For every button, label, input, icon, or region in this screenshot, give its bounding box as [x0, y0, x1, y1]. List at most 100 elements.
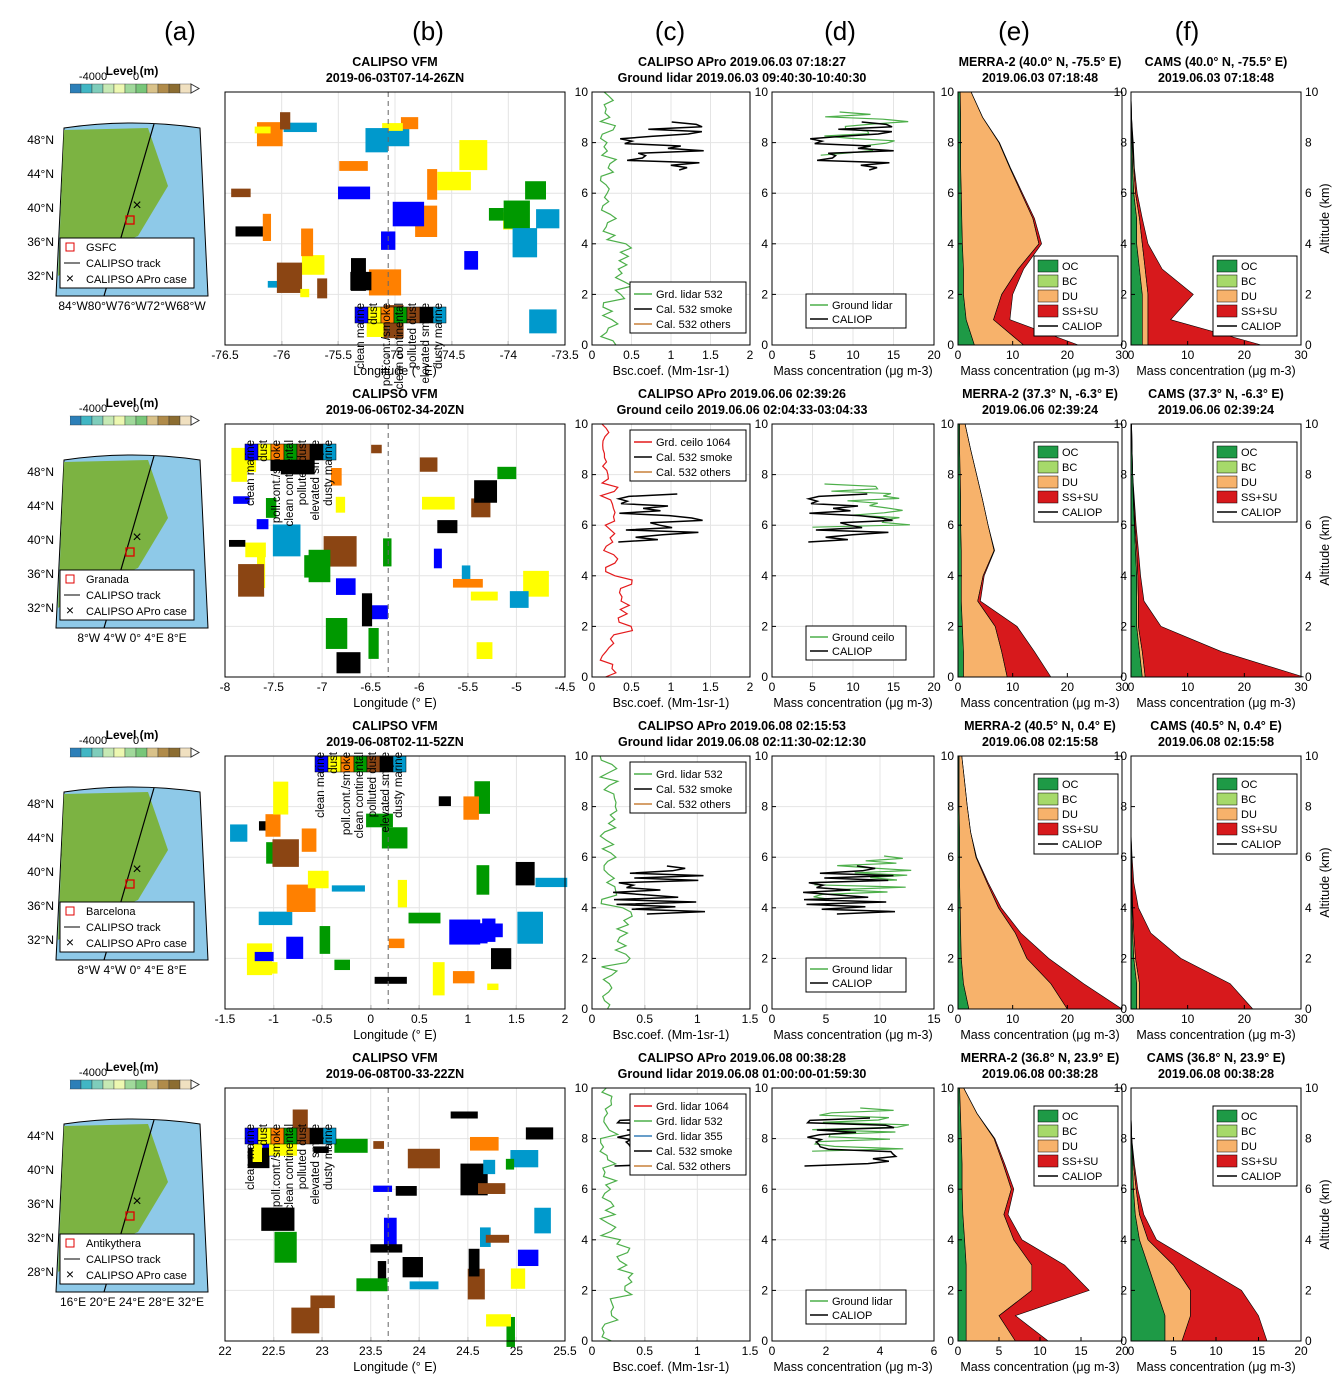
ground-profile-line — [599, 423, 634, 678]
map-lat-label: 44°N — [27, 499, 54, 513]
legend-swatch — [1037, 304, 1059, 318]
y-tick-label: 2 — [581, 287, 588, 301]
map-lat-label: 48°N — [27, 797, 54, 811]
right-y-tick-label: 8 — [1305, 136, 1312, 150]
mass-legend-box — [805, 957, 907, 993]
vfm-aerosol-block — [474, 480, 498, 503]
vfm-class-label: polluted dust — [297, 439, 309, 505]
vfm-aerosol-block — [525, 1127, 554, 1140]
vfm-aerosol-block — [529, 309, 557, 334]
colorbar-cell — [80, 83, 93, 94]
vfm-aerosol-block — [433, 548, 442, 569]
x-tick-label: 0 — [955, 348, 962, 362]
x-tick-label: 20 — [1238, 1012, 1252, 1026]
model-subtitle: 2019.06.03 07:18:48 — [1158, 71, 1274, 85]
map-lat-label: 32°N — [27, 1231, 54, 1245]
right-y-tick-label: 0 — [1305, 338, 1312, 352]
mass-legend-label: CALIOP — [832, 978, 872, 990]
map-legend-box — [59, 569, 195, 621]
model-title: MERRA-2 (40.5° N, 0.4° E) — [964, 719, 1116, 733]
model-axes — [1130, 91, 1302, 346]
map-legend-label: CALIPSO APro case — [86, 606, 187, 618]
elevation-colorbar — [62, 1079, 201, 1090]
y-tick-label: 6 — [1120, 850, 1127, 864]
y-tick-label: 4 — [947, 1233, 954, 1247]
map-lat-label: 40°N — [27, 201, 54, 215]
map-title: Level (m) — [106, 396, 159, 410]
species-area-sssu — [963, 1087, 1090, 1342]
legend-square-icon — [65, 574, 75, 584]
x-tick-label: 0.5 — [636, 1012, 653, 1026]
x-tick-label: -6 — [414, 680, 425, 694]
legend-swatch — [1037, 490, 1059, 504]
vfm-aerosol-block — [235, 226, 266, 237]
vfm-aerosol-block — [374, 976, 407, 984]
y-tick-label: 6 — [947, 186, 954, 200]
colorbar-cell — [91, 83, 104, 94]
vfm-aerosol-block — [461, 565, 471, 581]
colorbar-tick: 0 — [133, 403, 139, 415]
vfm-aerosol-block — [382, 123, 403, 131]
vfm-xlabel: Longitude (° E) — [353, 364, 437, 378]
vfm-class-label: clean marine — [245, 1124, 257, 1190]
x-tick-label: 0 — [955, 680, 962, 694]
species-legend-label: OC — [1062, 779, 1079, 791]
bsc-xlabel: Bsc.coef. (Mm-1sr-1) — [613, 696, 730, 710]
species-legend-label: CALIOP — [1241, 839, 1281, 851]
vfm-title: CALIPSO VFM — [352, 1051, 437, 1065]
right-y-tick-label: 2 — [1305, 1283, 1312, 1297]
colorbar-tick: -4000 — [79, 735, 107, 747]
vfm-aerosol-block — [427, 169, 438, 200]
bsc-xlabel: Bsc.coef. (Mm-1sr-1) — [613, 1360, 730, 1374]
vfm-aerosol-block — [395, 1186, 417, 1196]
y-tick-label: 6 — [581, 518, 588, 532]
colorbar-cell — [102, 1079, 115, 1090]
bsc-legend-label: Cal. 532 smoke — [656, 1146, 732, 1158]
vfm-aerosol-block — [334, 1138, 368, 1153]
y-tick-label: 4 — [581, 237, 588, 251]
map-lat-label: 48°N — [27, 133, 54, 147]
bsc-legend-label: Grd. ceilo 1064 — [656, 437, 731, 449]
x-tick-label: 10 — [846, 348, 860, 362]
model-subtitle: 2019.06.08 02:15:58 — [1158, 735, 1274, 749]
column-label: (e) — [998, 16, 1030, 46]
colorbar-cell — [113, 1079, 126, 1090]
vfm-aerosol-block — [368, 269, 402, 296]
legend-swatch — [1216, 822, 1238, 836]
y-tick-label: 10 — [755, 417, 769, 431]
x-tick-label: 1.5 — [702, 348, 719, 362]
x-tick-label: 5 — [809, 680, 816, 694]
species-legend-label: BC — [1241, 794, 1256, 806]
colorbar-cell — [80, 1079, 93, 1090]
vfm-aerosol-block — [392, 201, 425, 227]
vfm-aerosol-block — [319, 926, 331, 954]
bsc-title: CALIPSO APro 2019.06.03 07:18:27 — [638, 55, 846, 69]
station-marker — [125, 879, 135, 889]
elevation-colorbar — [62, 747, 201, 758]
vfm-aerosol-block — [449, 919, 481, 945]
x-tick-label: 4 — [877, 1344, 884, 1358]
x-tick-label: 2 — [747, 680, 754, 694]
y-tick-label: 10 — [1114, 417, 1128, 431]
vfm-aerosol-block — [437, 520, 458, 534]
species-area-sssu — [964, 423, 1052, 678]
vfm-aerosol-block — [400, 117, 419, 130]
mass-legend-label: Ground lidar — [832, 300, 893, 312]
vfm-aerosol-block — [238, 564, 265, 597]
right-y-tick-label: 6 — [1305, 518, 1312, 532]
legend-swatch — [1216, 1139, 1238, 1153]
vfm-aerosol-block — [422, 496, 455, 510]
column-label: (a) — [164, 16, 196, 46]
legend-swatch — [1216, 807, 1238, 821]
y-tick-label: 6 — [947, 1182, 954, 1196]
colorbar-tick: 0 — [133, 1067, 139, 1079]
y-tick-label: 10 — [1114, 749, 1128, 763]
vfm-class-label: dusty marine — [323, 1124, 335, 1190]
mass-legend-label: CALIOP — [832, 314, 872, 326]
x-tick-label: 22 — [218, 1344, 232, 1358]
x-tick-label: 25.5 — [553, 1344, 577, 1358]
y-tick-label: 6 — [1120, 1182, 1127, 1196]
colorbar-cell — [146, 83, 159, 94]
vfm-aerosol-block — [334, 959, 350, 971]
x-tick-label: 20 — [1115, 1344, 1129, 1358]
